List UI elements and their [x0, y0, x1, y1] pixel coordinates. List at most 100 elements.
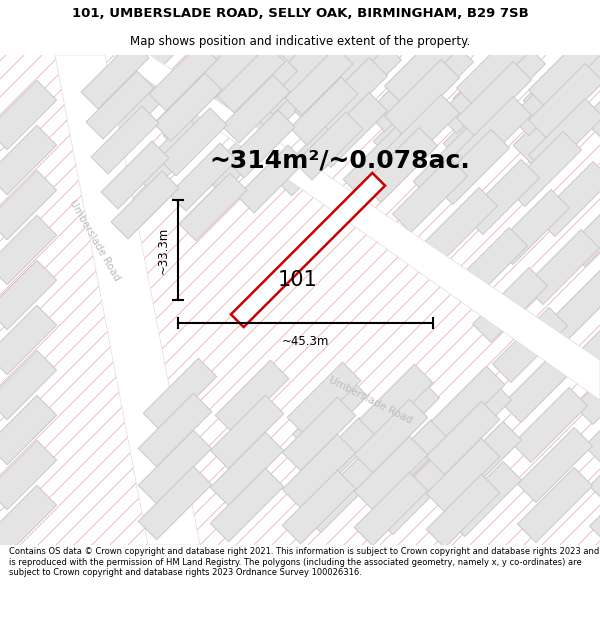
- Polygon shape: [503, 348, 577, 423]
- Polygon shape: [373, 86, 447, 160]
- Polygon shape: [313, 58, 388, 132]
- Polygon shape: [154, 73, 222, 141]
- Polygon shape: [523, 45, 597, 119]
- Polygon shape: [413, 126, 487, 200]
- Polygon shape: [565, 309, 600, 384]
- Polygon shape: [511, 61, 586, 136]
- Polygon shape: [374, 419, 449, 494]
- Polygon shape: [583, 62, 600, 138]
- Polygon shape: [81, 41, 149, 109]
- Polygon shape: [584, 389, 600, 464]
- Polygon shape: [446, 421, 521, 496]
- Polygon shape: [374, 459, 449, 534]
- Polygon shape: [233, 82, 307, 156]
- Polygon shape: [159, 108, 227, 176]
- Polygon shape: [295, 112, 363, 180]
- Polygon shape: [473, 268, 547, 342]
- Polygon shape: [398, 44, 473, 119]
- Polygon shape: [354, 399, 428, 472]
- Polygon shape: [354, 472, 428, 546]
- Polygon shape: [86, 71, 154, 139]
- Polygon shape: [0, 351, 56, 419]
- Polygon shape: [149, 43, 217, 111]
- Polygon shape: [457, 61, 532, 136]
- Text: ~45.3m: ~45.3m: [282, 335, 329, 348]
- Polygon shape: [254, 39, 329, 114]
- Polygon shape: [426, 474, 500, 548]
- Polygon shape: [303, 84, 377, 158]
- Polygon shape: [313, 28, 388, 102]
- Polygon shape: [426, 401, 500, 475]
- Polygon shape: [0, 306, 56, 374]
- Polygon shape: [210, 468, 284, 542]
- Polygon shape: [173, 35, 247, 109]
- Polygon shape: [422, 188, 497, 262]
- Polygon shape: [392, 158, 467, 232]
- Polygon shape: [566, 191, 600, 266]
- Polygon shape: [237, 145, 305, 213]
- Polygon shape: [111, 171, 179, 239]
- Polygon shape: [439, 59, 514, 134]
- Polygon shape: [285, 47, 353, 115]
- Polygon shape: [138, 466, 212, 540]
- Polygon shape: [295, 54, 370, 129]
- Polygon shape: [596, 231, 600, 306]
- Polygon shape: [282, 398, 356, 471]
- Polygon shape: [223, 52, 298, 127]
- Polygon shape: [101, 141, 169, 209]
- Polygon shape: [0, 441, 56, 509]
- Polygon shape: [222, 75, 290, 143]
- Polygon shape: [179, 173, 247, 241]
- Polygon shape: [464, 159, 539, 234]
- Polygon shape: [470, 46, 545, 121]
- Polygon shape: [443, 88, 517, 162]
- Polygon shape: [536, 161, 600, 236]
- Polygon shape: [506, 131, 581, 206]
- Polygon shape: [343, 124, 417, 198]
- Text: 101, UMBERSLADE ROAD, SELLY OAK, BIRMINGHAM, B29 7SB: 101, UMBERSLADE ROAD, SELLY OAK, BIRMING…: [71, 8, 529, 20]
- Polygon shape: [302, 418, 377, 492]
- Polygon shape: [282, 470, 356, 544]
- Polygon shape: [326, 41, 401, 116]
- Polygon shape: [0, 396, 56, 464]
- Polygon shape: [590, 469, 600, 544]
- Polygon shape: [575, 349, 600, 424]
- Polygon shape: [446, 461, 521, 536]
- Polygon shape: [362, 127, 437, 202]
- Text: Contains OS data © Crown copyright and database right 2021. This information is : Contains OS data © Crown copyright and d…: [9, 548, 599, 578]
- Polygon shape: [529, 64, 600, 139]
- Polygon shape: [103, 33, 177, 107]
- Polygon shape: [293, 378, 367, 452]
- Polygon shape: [215, 360, 289, 434]
- Polygon shape: [513, 90, 587, 164]
- Polygon shape: [112, 55, 600, 400]
- Polygon shape: [290, 77, 358, 145]
- Polygon shape: [518, 468, 592, 542]
- Polygon shape: [133, 118, 207, 192]
- Polygon shape: [55, 55, 200, 545]
- Polygon shape: [529, 34, 600, 109]
- Polygon shape: [590, 429, 600, 504]
- Polygon shape: [545, 269, 600, 344]
- Polygon shape: [529, 99, 600, 174]
- Polygon shape: [0, 126, 56, 194]
- Polygon shape: [359, 364, 433, 438]
- Polygon shape: [227, 110, 295, 178]
- Polygon shape: [302, 458, 377, 532]
- Polygon shape: [385, 29, 460, 104]
- Polygon shape: [210, 395, 284, 469]
- Polygon shape: [383, 41, 457, 115]
- Text: Umberslade Road: Umberslade Road: [68, 198, 122, 282]
- Polygon shape: [431, 366, 505, 440]
- Polygon shape: [457, 31, 532, 106]
- Polygon shape: [282, 434, 356, 508]
- Polygon shape: [452, 228, 527, 302]
- Polygon shape: [0, 486, 56, 554]
- Polygon shape: [494, 189, 569, 264]
- Polygon shape: [273, 122, 347, 196]
- Polygon shape: [453, 43, 527, 117]
- Polygon shape: [426, 438, 500, 512]
- Polygon shape: [0, 171, 56, 239]
- Polygon shape: [367, 56, 442, 131]
- Polygon shape: [0, 261, 56, 329]
